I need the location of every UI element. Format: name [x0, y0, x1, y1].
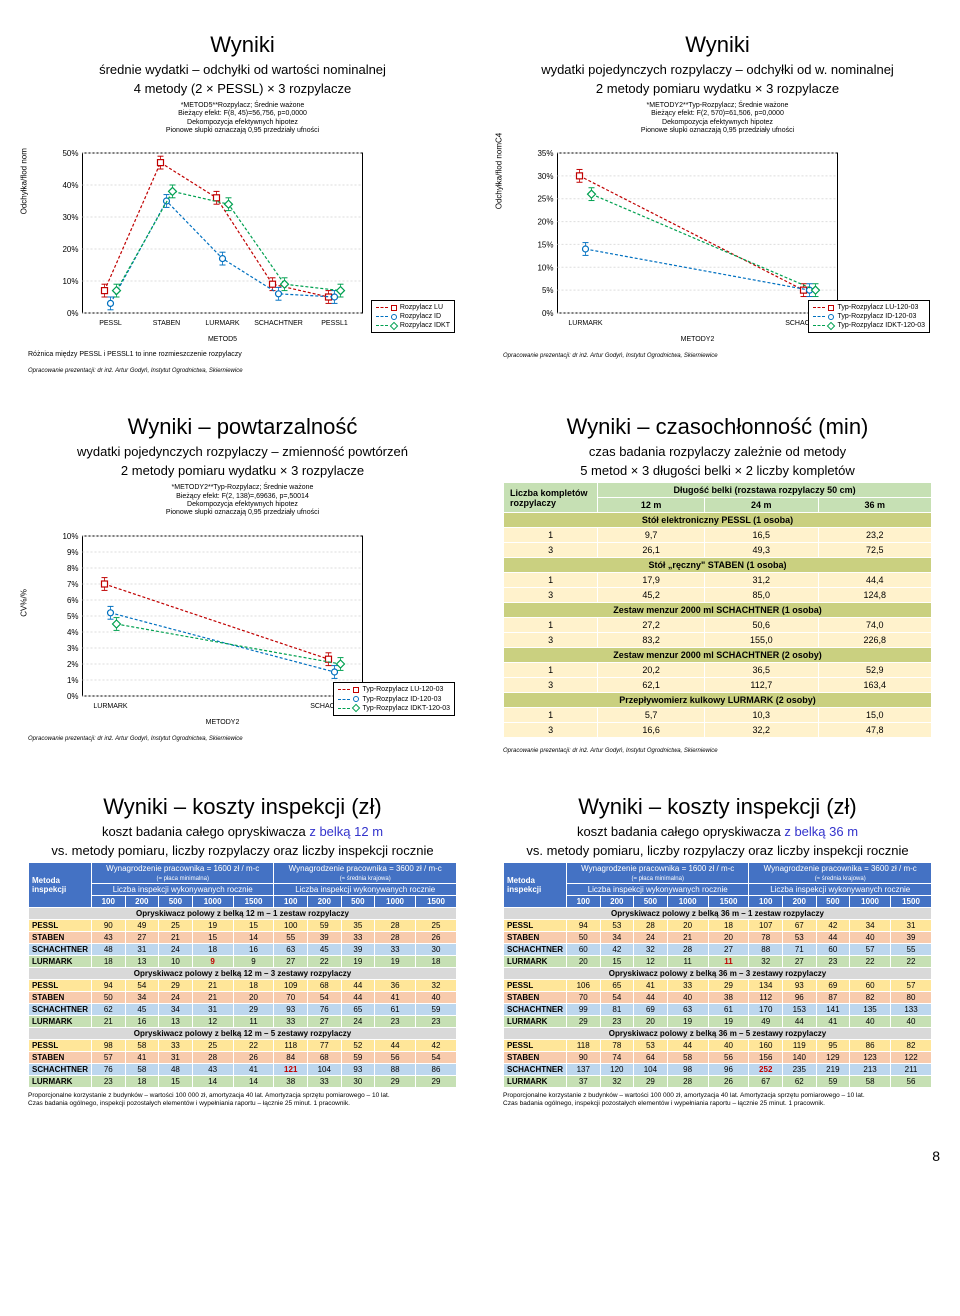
svg-text:15%: 15% [537, 241, 553, 250]
svg-text:PESSL1: PESSL1 [321, 320, 348, 327]
svg-text:50%: 50% [62, 149, 78, 158]
panel-e-sub2: vs. metody pomiaru, liczby rozpylaczy or… [28, 843, 457, 860]
svg-text:10%: 10% [62, 277, 78, 286]
panel-results-b: Wyniki wydatki pojedynczych rozpylaczy –… [495, 20, 940, 382]
page-number: 8 [495, 1148, 940, 1164]
svg-text:30%: 30% [62, 213, 78, 222]
svg-text:9%: 9% [67, 548, 79, 557]
panel-b-caption: *METODY2**Typ-Rozpylacz; Średnie ważone … [503, 102, 932, 136]
panel-a-caption: *METOD5**Rozpylacz; Średnie ważone Bieżą… [28, 102, 457, 136]
svg-text:LURMARK: LURMARK [205, 320, 240, 327]
panel-c-sub2: 2 metody pomiaru wydatku × 3 rozpylacze [28, 463, 457, 480]
panel-a-footnote: Różnica między PESSL i PESSL1 to inne ro… [28, 351, 457, 358]
panel-c-credit: Opracowanie prezentacji: dr inż. Artur G… [28, 736, 457, 742]
panel-a-legend: Rozpylacz LURozpylacz IDRozpylacz IDKT [371, 300, 455, 333]
panel-c-chart: CV%/% 0%1%2%3%4%5%6%7%8%9%10%LURMARKSCHA… [28, 526, 457, 726]
panel-f-footnote: Proporcjonalne korzystanie z budynków – … [503, 1092, 932, 1108]
panel-f-sub2: vs. metody pomiaru, liczby rozpylaczy or… [503, 843, 932, 860]
svg-text:2%: 2% [67, 660, 79, 669]
panel-c-sub1: wydatki pojedynczych rozpylaczy – zmienn… [28, 444, 457, 461]
panel-a-sub2: 4 metody (2 × PESSL) × 3 rozpylacze [28, 81, 457, 98]
svg-text:20%: 20% [537, 218, 553, 227]
svg-text:LURMARK: LURMARK [568, 320, 603, 327]
svg-text:PESSL: PESSL [99, 320, 122, 327]
svg-text:LURMARK: LURMARK [93, 703, 128, 710]
svg-text:5%: 5% [542, 286, 554, 295]
svg-text:20%: 20% [62, 245, 78, 254]
svg-text:0%: 0% [542, 309, 554, 318]
svg-text:30%: 30% [537, 172, 553, 181]
panel-a-sub1: średnie wydatki – odchyłki od wartości n… [28, 62, 457, 79]
panel-b-chart: Odchyłka/flod nomC4 0%5%10%15%20%25%30%3… [503, 143, 932, 343]
svg-text:4%: 4% [67, 628, 79, 637]
svg-text:25%: 25% [537, 195, 553, 204]
panel-b-legend: Typ-Rozpylacz LU-120-03Typ-Rozpylacz ID-… [808, 300, 930, 333]
panel-cost-36m: Wyniki – koszty inspekcji (zł) koszt bad… [495, 782, 940, 1116]
svg-text:1%: 1% [67, 676, 79, 685]
panel-d-sub1: czas badania rozpylaczy zależnie od meto… [503, 444, 932, 461]
svg-text:35%: 35% [537, 149, 553, 158]
panel-b-sub2: 2 metody pomiaru wydatku × 3 rozpylacze [503, 81, 932, 98]
panel-a-title: Wyniki [28, 32, 457, 58]
panel-repeatability: Wyniki – powtarzalność wydatki pojedyncz… [20, 402, 465, 762]
panel-c-caption: *METODY2**Typ-Rozpylacz; Średnie ważone … [28, 484, 457, 518]
timing-table: Liczba kompletów rozpylaczyDługość belki… [503, 482, 932, 738]
svg-text:10%: 10% [537, 264, 553, 273]
svg-text:7%: 7% [67, 580, 79, 589]
cost-table-12m: Metoda inspekcjiWynagrodzenie pracownika… [28, 862, 457, 1088]
panel-f-title: Wyniki – koszty inspekcji (zł) [503, 794, 932, 820]
svg-text:SCHACHTNER: SCHACHTNER [254, 320, 303, 327]
panel-d-credit: Opracowanie prezentacji: dr inż. Artur G… [503, 748, 932, 754]
panel-timing: Wyniki – czasochłonność (min) czas badan… [495, 402, 940, 762]
svg-text:0%: 0% [67, 309, 79, 318]
panel-c-title: Wyniki – powtarzalność [28, 414, 457, 440]
cost-table-36m: Metoda inspekcjiWynagrodzenie pracownika… [503, 862, 932, 1088]
svg-text:METODY2: METODY2 [206, 719, 240, 726]
svg-text:5%: 5% [67, 612, 79, 621]
svg-text:10%: 10% [62, 532, 78, 541]
panel-e-sub1: koszt badania całego opryskiwacza z belk… [28, 824, 457, 841]
panel-c-legend: Typ-Rozpylacz LU-120-03Typ-Rozpylacz ID-… [333, 682, 455, 715]
panel-a-chart: Odchyłka/flod nom 0%10%20%30%40%50%PESSL… [28, 143, 457, 343]
panel-cost-12m: Wyniki – koszty inspekcji (zł) koszt bad… [20, 782, 465, 1116]
svg-text:8%: 8% [67, 564, 79, 573]
svg-text:STABEN: STABEN [153, 320, 181, 327]
svg-text:3%: 3% [67, 644, 79, 653]
panel-f-sub1: koszt badania całego opryskiwacza z belk… [503, 824, 932, 841]
panel-results-a: Wyniki średnie wydatki – odchyłki od war… [20, 20, 465, 382]
svg-text:6%: 6% [67, 596, 79, 605]
panel-e-footnote: Proporcjonalne korzystanie z budynków – … [28, 1092, 457, 1108]
panel-d-sub2: 5 metod × 3 długości belki × 2 liczby ko… [503, 463, 932, 480]
svg-text:40%: 40% [62, 181, 78, 190]
panel-b-credit: Opracowanie prezentacji: dr inż. Artur G… [503, 353, 932, 359]
svg-text:METOD5: METOD5 [208, 336, 237, 343]
svg-text:0%: 0% [67, 692, 79, 701]
panel-b-title: Wyniki [503, 32, 932, 58]
panel-a-credit: Opracowanie prezentacji: dr inż. Artur G… [28, 368, 457, 374]
panel-b-sub1: wydatki pojedynczych rozpylaczy – odchył… [503, 62, 932, 79]
panel-e-title: Wyniki – koszty inspekcji (zł) [28, 794, 457, 820]
svg-text:METODY2: METODY2 [681, 336, 715, 343]
panel-d-title: Wyniki – czasochłonność (min) [503, 414, 932, 440]
